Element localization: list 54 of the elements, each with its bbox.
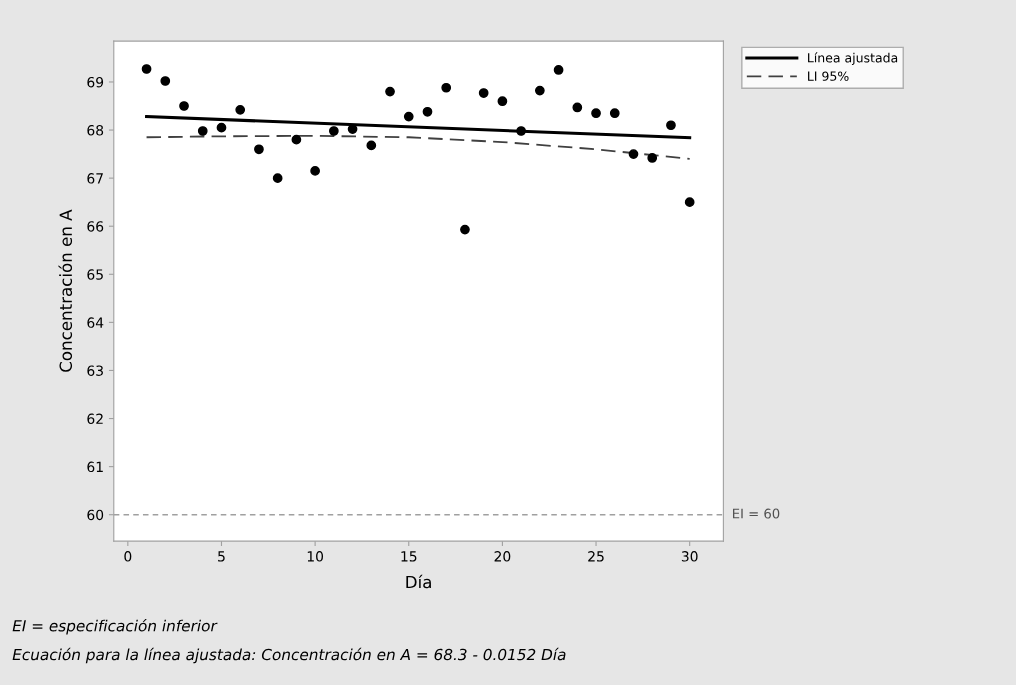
point bbox=[628, 149, 639, 159]
point bbox=[216, 122, 227, 133]
point bbox=[328, 126, 339, 136]
point bbox=[666, 120, 676, 131]
point bbox=[534, 85, 545, 96]
x-tick-label: 25 bbox=[588, 551, 604, 562]
point bbox=[160, 76, 171, 86]
point bbox=[609, 108, 620, 119]
point bbox=[422, 106, 433, 117]
point bbox=[441, 82, 452, 93]
point bbox=[647, 153, 658, 163]
point bbox=[591, 108, 601, 119]
y-tick-label: 66 bbox=[87, 221, 104, 232]
point bbox=[141, 64, 152, 74]
text: Ecuación para la línea ajustada: Concentración en A = 68.3 - 0.0152 Día bbox=[12, 647, 566, 664]
x-tick-label: 15 bbox=[401, 551, 417, 562]
x-tick-label: 10 bbox=[307, 551, 324, 562]
x-tick-label: 30 bbox=[681, 551, 698, 562]
x-tick-label: 0 bbox=[124, 551, 132, 562]
point bbox=[366, 140, 377, 151]
point bbox=[235, 104, 246, 115]
point bbox=[497, 96, 508, 107]
text: EI = especificación inferior bbox=[12, 619, 218, 635]
point bbox=[179, 101, 189, 111]
point bbox=[272, 173, 283, 183]
point bbox=[254, 144, 264, 155]
point bbox=[385, 86, 395, 97]
point bbox=[684, 197, 695, 208]
x-tick-label: 20 bbox=[494, 551, 511, 562]
point bbox=[478, 88, 489, 98]
y-tick-label: 60 bbox=[87, 509, 104, 521]
point bbox=[460, 224, 470, 235]
point bbox=[572, 102, 583, 113]
point bbox=[310, 166, 320, 176]
y-tick-label: 68 bbox=[87, 125, 104, 136]
point bbox=[197, 126, 208, 136]
y-tick-label: 69 bbox=[87, 76, 104, 88]
point bbox=[553, 65, 564, 75]
y-tick-label: 65 bbox=[87, 269, 103, 280]
legend-label: LI 95% bbox=[808, 71, 849, 81]
x-tick-label: 5 bbox=[218, 551, 225, 562]
point bbox=[516, 126, 526, 136]
y-tick-label: 62 bbox=[87, 413, 103, 425]
y-tick-label: 64 bbox=[87, 317, 104, 328]
line-series bbox=[145, 134, 691, 160]
y-tick-label: 67 bbox=[87, 173, 103, 184]
point bbox=[403, 111, 414, 122]
y-tick-label: 61 bbox=[87, 461, 103, 473]
legend-label: Línea ajustada bbox=[808, 52, 898, 65]
x-axis-title: Día bbox=[406, 574, 431, 589]
y-axis-title: Concentración en A bbox=[58, 209, 73, 372]
y-tick-label: 63 bbox=[87, 365, 103, 376]
ref-line-label: EI = 60 bbox=[733, 508, 780, 519]
point bbox=[291, 134, 302, 145]
